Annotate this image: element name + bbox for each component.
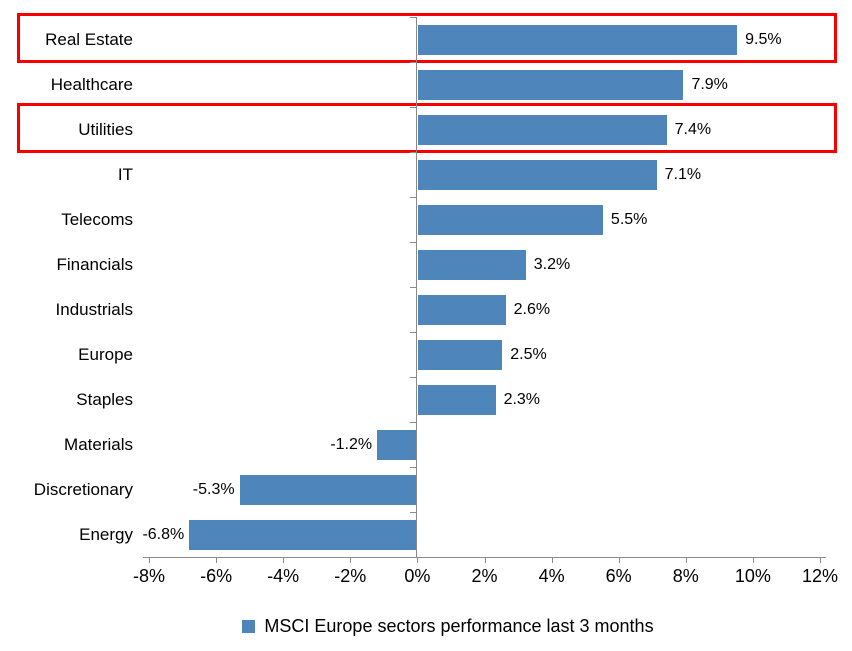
bar [377, 429, 418, 460]
category-label: Utilities [78, 119, 133, 139]
value-label: -1.2% [330, 435, 373, 453]
category-label: Industrials [55, 299, 133, 319]
category-label: Energy [79, 524, 133, 544]
x-axis-tick [149, 557, 150, 563]
legend: MSCI Europe sectors performance last 3 m… [22, 612, 852, 640]
x-tick-label: 12% [801, 566, 839, 586]
y-axis-tick [410, 107, 417, 108]
value-label: -5.3% [192, 480, 235, 498]
y-axis-tick [410, 17, 417, 18]
x-tick-label: -4% [267, 566, 300, 586]
category-label: Europe [78, 344, 133, 364]
x-axis-tick [283, 557, 285, 563]
bar [239, 474, 418, 505]
y-axis-tick [410, 512, 417, 513]
x-axis-tick [417, 557, 419, 563]
bar [418, 114, 667, 145]
bar [418, 384, 496, 415]
value-label: 7.4% [674, 120, 712, 138]
y-axis-tick [410, 152, 417, 153]
x-tick-label: 8% [672, 566, 699, 586]
x-axis-tick [216, 557, 218, 563]
x-axis-tick [350, 557, 352, 563]
value-label: 5.5% [610, 210, 648, 228]
x-tick-label: -8% [132, 566, 165, 586]
category-label: IT [117, 164, 133, 184]
bar [418, 69, 684, 100]
value-label: 2.5% [510, 345, 547, 363]
x-axis-tick [618, 557, 620, 563]
y-axis-tick [410, 242, 417, 243]
x-axis-tick [685, 557, 687, 563]
y-axis-line [416, 17, 418, 557]
y-axis-tick [410, 332, 417, 333]
x-axis-tick [752, 557, 754, 563]
bar [418, 249, 526, 280]
x-axis-tick [551, 557, 553, 563]
x-tick-label: 6% [605, 566, 632, 586]
category-label: Materials [64, 434, 133, 454]
value-label: 2.6% [513, 300, 551, 318]
x-tick-label: -2% [334, 566, 367, 586]
value-label: 9.5% [745, 30, 782, 48]
y-axis-tick [410, 197, 417, 198]
legend-swatch-icon [242, 619, 256, 633]
category-label: Real Estate [45, 29, 133, 49]
bar [418, 204, 603, 235]
x-tick-label: 0% [404, 566, 431, 586]
x-tick-label: 4% [538, 566, 565, 586]
category-label: Staples [76, 389, 133, 409]
x-axis-tick [820, 557, 821, 563]
value-label: 7.1% [664, 165, 702, 183]
y-axis-tick [410, 287, 417, 288]
bar [189, 519, 418, 550]
y-axis-tick [410, 377, 417, 378]
value-label: 3.2% [533, 255, 571, 273]
category-label: Discretionary [33, 479, 133, 499]
bar [418, 24, 738, 55]
y-axis-tick [410, 467, 417, 468]
x-tick-label: 10% [734, 566, 771, 586]
category-label: Telecoms [61, 209, 133, 229]
value-label: 2.3% [503, 390, 541, 408]
value-label: -6.8% [142, 525, 185, 543]
bar [418, 294, 506, 325]
value-label: 7.9% [691, 75, 728, 93]
bar [418, 339, 503, 370]
category-label: Healthcare [50, 74, 133, 94]
bar [418, 159, 657, 190]
x-tick-label: -6% [200, 566, 233, 586]
y-axis-tick [410, 62, 417, 63]
category-label: Financials [56, 254, 133, 274]
y-axis-tick [410, 422, 417, 423]
x-tick-label: 2% [471, 566, 498, 586]
x-axis-tick [484, 557, 486, 563]
legend-label: MSCI Europe sectors performance last 3 m… [264, 615, 654, 636]
